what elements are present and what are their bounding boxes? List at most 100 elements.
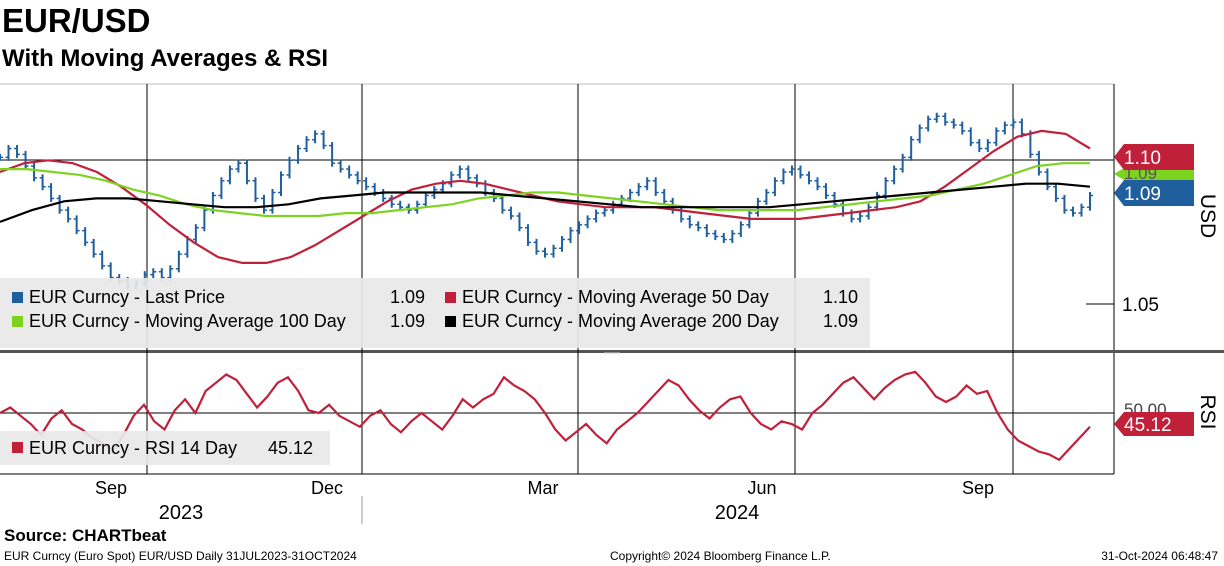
price-bar xyxy=(329,142,336,167)
price-bar xyxy=(1087,191,1093,211)
price-bar xyxy=(925,115,932,132)
panel-divider[interactable] xyxy=(0,350,1224,353)
price-bar xyxy=(771,177,778,197)
price-bar xyxy=(805,171,812,185)
price-bar xyxy=(422,191,429,208)
price-bar xyxy=(507,206,514,220)
price-bar xyxy=(31,162,38,182)
x-year-label: 2023 xyxy=(159,502,204,524)
price-bar xyxy=(22,150,29,170)
legend-swatch xyxy=(12,292,23,303)
price-bar xyxy=(82,227,89,246)
price-bar xyxy=(380,189,387,202)
source-label: Source: CHARTbeat xyxy=(4,526,167,545)
price-bar xyxy=(465,165,472,182)
price-bar xyxy=(448,171,455,188)
price-bar xyxy=(286,156,293,179)
price-bar xyxy=(295,145,302,164)
price-bar xyxy=(797,165,804,179)
price-bar xyxy=(56,194,63,214)
price-bar xyxy=(5,145,12,161)
price-bar xyxy=(601,206,608,217)
price-bar xyxy=(678,206,685,223)
price-bar xyxy=(1078,203,1085,217)
legend-item: EUR Curncy - Last Price 1.09 xyxy=(12,287,425,307)
price-bar xyxy=(550,244,557,258)
price-bar xyxy=(320,130,327,150)
price-bar xyxy=(823,183,830,199)
x-tick-label: Jun xyxy=(747,478,776,498)
price-bar xyxy=(916,124,923,144)
price-bar xyxy=(559,235,566,252)
footer-security: EUR Curncy (Euro Spot) EUR/USD Daily 31J… xyxy=(4,549,357,563)
price-bar xyxy=(976,139,983,153)
svg-text:1.10: 1.10 xyxy=(1124,148,1161,169)
price-bar xyxy=(644,177,651,191)
price-axis-title: USD xyxy=(1196,194,1219,238)
price-bar xyxy=(473,174,480,188)
price-bar xyxy=(993,127,1000,147)
legend-label: EUR Curncy - Moving Average 50 Day xyxy=(462,287,769,307)
price-bar xyxy=(908,136,915,161)
legend-label: EUR Curncy - Moving Average 200 Day xyxy=(462,311,779,331)
price-bar xyxy=(567,227,574,243)
price-bar xyxy=(652,177,659,197)
price-bar xyxy=(899,153,906,173)
ma-100-day-line xyxy=(0,162,1090,218)
price-bar xyxy=(584,215,591,229)
y-tick-label: 1.05 xyxy=(1122,295,1159,316)
price-bar xyxy=(780,168,787,185)
legend-swatch xyxy=(445,292,456,303)
price-bar xyxy=(542,247,548,258)
chart-title: EUR/USD xyxy=(2,2,151,39)
footer-copyright: Copyright© 2024 Bloomberg Finance L.P. xyxy=(610,549,831,563)
x-tick-label: Mar xyxy=(528,478,559,498)
price-bar xyxy=(312,130,319,144)
price-bar xyxy=(260,194,267,214)
price-bar xyxy=(712,230,719,241)
legend-swatch xyxy=(12,442,23,453)
legend-value: 1.10 xyxy=(823,287,858,307)
rsi-legend-item: EUR Curncy - RSI 14 Day 45.12 xyxy=(12,438,313,458)
price-bar xyxy=(73,215,80,235)
price-bar xyxy=(90,238,97,258)
ma-100-value-tag xyxy=(1114,168,1194,180)
price-bar xyxy=(661,189,668,205)
price-bar xyxy=(729,230,736,243)
price-bar xyxy=(686,215,693,229)
price-bar xyxy=(278,171,285,197)
rsi-axis-title: RSI xyxy=(1196,394,1219,429)
price-bar xyxy=(1035,150,1042,176)
price-bar xyxy=(737,221,744,238)
price-bar xyxy=(857,212,864,223)
price-bar xyxy=(243,159,250,185)
price-bar xyxy=(226,165,233,185)
last-price-value-tag: 1.09 xyxy=(1114,180,1194,206)
price-bar xyxy=(891,165,898,185)
chart-subtitle: With Moving Averages & RSI xyxy=(2,45,329,72)
rsi-14-day-line xyxy=(0,370,1091,462)
price-bar xyxy=(1018,118,1025,138)
price-bar xyxy=(14,145,21,158)
price-bar xyxy=(1010,118,1017,129)
footer-timestamp: 31-Oct-2024 06:48:47 xyxy=(1101,549,1218,563)
price-bar xyxy=(337,159,344,173)
legend-item: EUR Curncy - Moving Average 50 Day 1.10 xyxy=(445,287,858,307)
price-rsi-chart: EUR Curncy - Last Price 1.09 EUR Curncy - … xyxy=(0,83,1224,524)
price-bar xyxy=(1061,194,1068,214)
price-legend-box xyxy=(0,278,870,348)
legend-label: EUR Curncy - Moving Average 100 Day xyxy=(29,311,346,331)
x-tick-label: Sep xyxy=(962,478,994,498)
legend-value: 1.09 xyxy=(390,287,425,307)
ma-200-day-line xyxy=(0,182,1091,223)
price-bar xyxy=(524,224,531,246)
rsi-legend-box xyxy=(0,431,330,465)
price-bar xyxy=(303,136,310,153)
price-bar xyxy=(218,177,225,199)
price-bar xyxy=(788,165,795,176)
price-bar xyxy=(499,194,506,214)
price-bar xyxy=(0,153,3,161)
price-bar xyxy=(967,127,974,147)
svg-text:45.12: 45.12 xyxy=(1124,415,1172,436)
price-bar xyxy=(695,221,702,232)
